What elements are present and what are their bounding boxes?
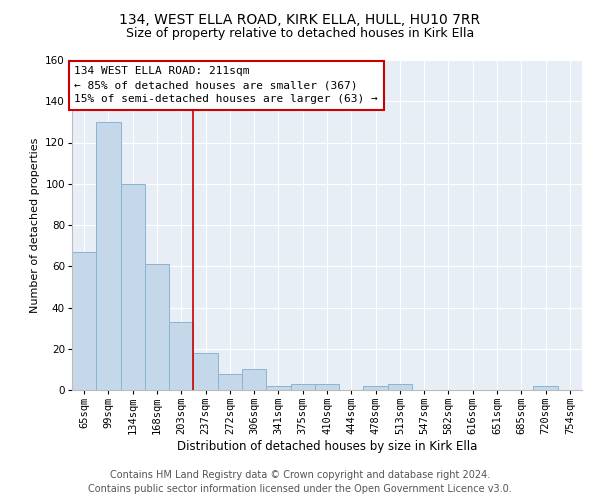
Bar [193, 353, 218, 390]
Bar [364, 386, 388, 390]
Bar [315, 384, 339, 390]
Text: Size of property relative to detached houses in Kirk Ella: Size of property relative to detached ho… [126, 28, 474, 40]
Y-axis label: Number of detached properties: Number of detached properties [30, 138, 40, 312]
Text: 134 WEST ELLA ROAD: 211sqm
← 85% of detached houses are smaller (367)
15% of sem: 134 WEST ELLA ROAD: 211sqm ← 85% of deta… [74, 66, 378, 104]
Text: Contains HM Land Registry data © Crown copyright and database right 2024.
Contai: Contains HM Land Registry data © Crown c… [88, 470, 512, 494]
Bar [145, 264, 169, 390]
Bar [72, 252, 96, 390]
Bar [266, 386, 290, 390]
Bar [121, 184, 145, 390]
Text: 134, WEST ELLA ROAD, KIRK ELLA, HULL, HU10 7RR: 134, WEST ELLA ROAD, KIRK ELLA, HULL, HU… [119, 12, 481, 26]
Bar [218, 374, 242, 390]
Bar [96, 122, 121, 390]
Bar [290, 384, 315, 390]
X-axis label: Distribution of detached houses by size in Kirk Ella: Distribution of detached houses by size … [177, 440, 477, 453]
Bar [242, 370, 266, 390]
Bar [533, 386, 558, 390]
Bar [388, 384, 412, 390]
Bar [169, 322, 193, 390]
